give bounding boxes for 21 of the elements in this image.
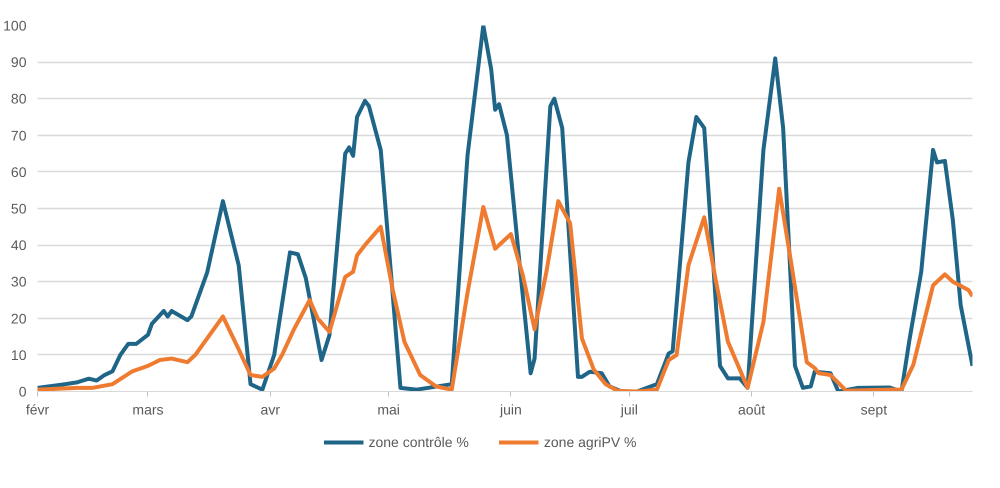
y-tick-label: 80: [10, 90, 27, 107]
y-tick-label: 50: [10, 200, 27, 216]
x-tick-label: mai: [377, 402, 400, 418]
y-tick-label: 30: [10, 274, 27, 290]
y-tick-label: 60: [10, 164, 27, 180]
x-tick-label: sept: [860, 402, 888, 418]
x-tick-label: avr: [260, 402, 280, 418]
x-tick-label: févr: [26, 402, 50, 418]
y-tick-label: 70: [10, 127, 27, 144]
y-tick-label: 40: [10, 237, 27, 254]
y-tick-label: 90: [10, 54, 27, 70]
y-tick-label: 20: [10, 310, 27, 326]
x-tick-label: juin: [499, 402, 522, 418]
y-tick-label: 10: [10, 346, 27, 363]
x-tick-label: juil: [620, 402, 638, 418]
y-tick-label: 100: [3, 18, 27, 34]
x-tick-label: mars: [132, 402, 164, 418]
legend-label: zone contrôle %: [368, 434, 469, 450]
x-tick-label: août: [738, 402, 766, 418]
legend-label: zone agriPV %: [544, 434, 636, 450]
y-tick-label: 0: [18, 384, 27, 400]
